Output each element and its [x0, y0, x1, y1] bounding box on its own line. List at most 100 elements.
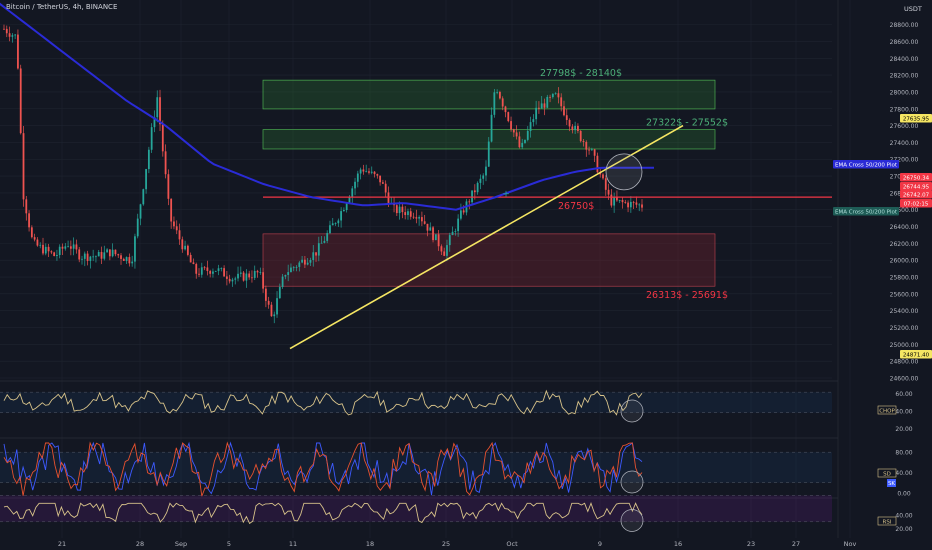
candle-body	[106, 249, 108, 253]
price-tick-label: 27200.00	[890, 157, 919, 164]
indicator-tag: CHOP	[879, 409, 895, 415]
price-tick-label: 25000.00	[890, 342, 919, 349]
candle-body	[579, 130, 582, 142]
candle-body	[621, 200, 624, 203]
candle-body	[245, 273, 248, 281]
candle-body	[39, 244, 42, 246]
candle-body	[362, 169, 365, 172]
candle-body	[384, 183, 387, 193]
candle-body	[153, 117, 156, 128]
candle-body	[136, 218, 139, 237]
symbol-title: Bitcoin / TetherUS, 4h, BINANCE	[6, 3, 118, 11]
candle-body	[303, 259, 306, 265]
price-tick-label: 26000.00	[890, 258, 919, 265]
candle-body	[496, 91, 499, 93]
price-label: EMA Cross 50/200 Plot	[835, 163, 898, 169]
candle-body	[287, 272, 290, 275]
price-label-bg	[900, 190, 932, 199]
candle-body	[473, 190, 476, 193]
candle-body	[33, 237, 36, 240]
time-tick-label: Oct	[506, 540, 518, 548]
candle-body	[92, 256, 95, 258]
candle-body	[25, 199, 28, 214]
candle-body	[111, 249, 114, 257]
candle-body	[593, 149, 596, 156]
candle-body	[395, 205, 398, 214]
candle-body	[103, 252, 106, 259]
candle-body	[479, 178, 482, 183]
indicator-tick: 60.00	[895, 391, 912, 398]
indicator-tag: SD	[883, 472, 891, 478]
candle-body	[543, 103, 546, 108]
candle-body	[248, 273, 251, 278]
price-tick-label: 28800.00	[890, 22, 919, 29]
indicator-tag: RSI	[883, 520, 892, 526]
candle-body	[501, 98, 504, 107]
time-axis: 21 28 Sep 5 11 18 25 Oct 9 16 23 27 Nov	[58, 540, 857, 548]
indicator-tag: SK	[888, 481, 895, 487]
candle-body	[5, 28, 8, 34]
candles	[3, 24, 643, 324]
candle-body	[281, 276, 284, 287]
candle-body	[242, 272, 245, 281]
candle-body	[429, 227, 432, 231]
candle-body	[3, 28, 5, 30]
candle-body	[217, 268, 220, 271]
time-tick-label: Nov	[844, 540, 857, 548]
indicator-tag-bg	[877, 468, 897, 478]
price-label-bg	[900, 114, 932, 123]
candle-body	[370, 171, 373, 173]
price-tick-label: 24800.00	[890, 359, 919, 366]
price-tick-label: 25600.00	[890, 291, 919, 298]
candle-body	[365, 171, 368, 173]
candle-body	[596, 155, 599, 173]
candle-body	[212, 271, 214, 274]
highlight-circle	[620, 470, 644, 494]
candle-body	[571, 126, 574, 131]
price-tick-label: 27800.00	[890, 106, 919, 113]
candle-body	[237, 273, 239, 279]
highlight-circle	[605, 153, 643, 191]
candle-body	[446, 245, 448, 256]
candle-body	[418, 217, 421, 219]
candle-body	[524, 139, 526, 143]
candle-body	[368, 171, 370, 173]
price-label: 26742.07	[903, 193, 930, 199]
candle-body	[64, 246, 67, 249]
candle-body	[331, 223, 334, 226]
candle-body	[632, 201, 635, 203]
indicator-band	[0, 452, 832, 483]
candle-body	[97, 251, 100, 257]
candle-body	[381, 182, 384, 184]
candle-body	[535, 107, 538, 120]
candle-body	[134, 236, 136, 262]
candle-body	[354, 181, 356, 189]
candle-body	[423, 221, 426, 224]
candle-body	[315, 252, 317, 256]
candle-body	[131, 261, 134, 264]
candle-body	[638, 204, 641, 206]
candle-body	[114, 249, 117, 255]
indicator-tick: 0.00	[897, 490, 911, 497]
candle-body	[407, 211, 409, 216]
candle-body	[610, 194, 613, 206]
price-tick-label: 28600.00	[890, 39, 919, 46]
candle-body	[529, 122, 532, 132]
overlays: 26750$ +	[0, 2, 832, 350]
candle-body	[262, 272, 265, 289]
time-tick-label: 11	[289, 540, 297, 548]
candle-body	[549, 96, 551, 98]
candle-body	[178, 230, 181, 240]
candle-body	[437, 234, 440, 247]
candle-body	[184, 245, 186, 250]
candle-body	[574, 125, 577, 131]
candle-body	[507, 112, 510, 122]
indicator-tag-bg	[877, 405, 897, 415]
candle-body	[81, 258, 83, 260]
candle-body	[493, 92, 496, 115]
trendline	[289, 124, 684, 350]
candle-body	[173, 221, 175, 227]
candle-body	[267, 300, 270, 305]
indicator-tick: 40.00	[895, 513, 912, 520]
